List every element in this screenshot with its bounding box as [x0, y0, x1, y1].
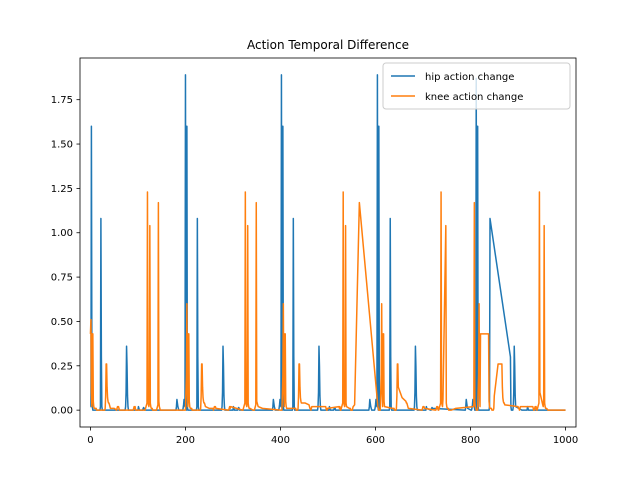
axes-frame [79, 57, 577, 428]
x-tick-label: 600 [366, 435, 385, 446]
legend-label: hip action change [425, 72, 514, 83]
y-tick-label: 1.25 [51, 184, 73, 195]
plot-area [79, 57, 577, 428]
series-line-knee [89, 191, 566, 411]
legend-box [382, 62, 571, 110]
x-tick-label: 800 [461, 435, 480, 446]
axis-ticks: 0 200 400 600 800 1000 0.00 0.25 0.50 0.75 1.00 1.2… [51, 95, 579, 446]
y-tick-label: 1.75 [51, 95, 73, 106]
y-tick-label: 0.00 [51, 406, 73, 417]
chart-title: Action Temporal Difference [247, 38, 409, 52]
x-tick-label: 1000 [553, 435, 578, 446]
y-tick-label: 1.00 [51, 228, 73, 239]
y-tick-label: 0.75 [51, 273, 73, 284]
x-tick-label: 200 [176, 435, 195, 446]
x-tick-label: 0 [87, 435, 93, 446]
y-tick-label: 0.50 [51, 317, 73, 328]
y-tick-label: 1.50 [51, 140, 73, 151]
x-tick-label: 400 [271, 435, 290, 446]
legend-label: knee action change [425, 92, 523, 103]
legend: hip action change knee action change [382, 62, 571, 110]
y-tick-label: 0.25 [51, 361, 73, 372]
